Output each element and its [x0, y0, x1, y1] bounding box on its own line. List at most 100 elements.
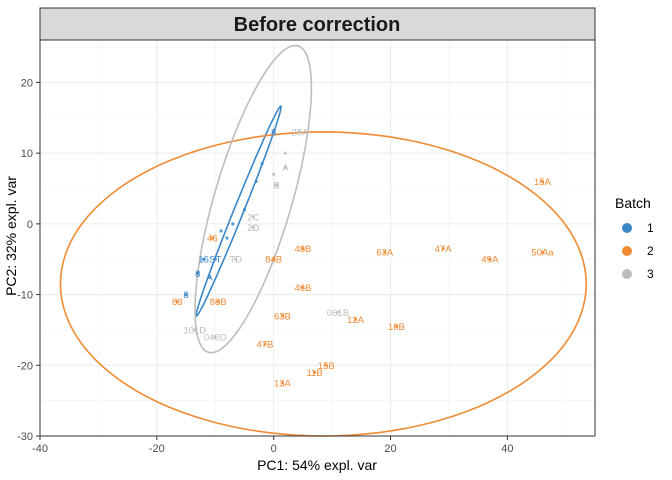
point-label: 11B	[306, 368, 322, 379]
ellipse-batch-3	[194, 44, 313, 354]
data-point-batch-2	[324, 363, 328, 367]
point-label: A	[282, 163, 289, 174]
data-point-batch-3	[283, 165, 287, 169]
x-tick-label: 0	[271, 443, 277, 455]
panel-border	[39, 39, 596, 437]
point-label: 49A	[481, 255, 499, 266]
data-point-batch-1	[219, 229, 223, 233]
data-point-batch-2	[383, 250, 387, 254]
point-label: 83	[172, 297, 183, 308]
data-point-batch-3	[336, 310, 340, 314]
data-point-batch-3	[251, 225, 255, 229]
data-point-batch-1	[207, 275, 212, 279]
data-point-batch-2	[301, 247, 305, 251]
x-tick-label: -20	[149, 443, 165, 455]
data-point-batch-2	[394, 324, 398, 328]
point-label: 8	[183, 290, 188, 301]
data-point-batch-1	[254, 179, 258, 184]
ellipse-batch-2	[59, 131, 588, 437]
point-label: 84B	[265, 255, 282, 266]
legend-label: 3	[647, 267, 654, 281]
point-label: 15B	[318, 361, 335, 372]
point-label: 25A	[292, 127, 310, 138]
data-point-batch-2	[540, 250, 545, 254]
data-point-batch-2	[441, 247, 445, 251]
point-label: 2C	[247, 212, 259, 223]
x-tick-label: 40	[501, 443, 513, 455]
plot-panel: 8 16 ST 8 A 8 15A 63A 47A 49A 50Aa 48B 46 84B 46B 63B 12…	[17, 39, 596, 455]
legend-label: 1	[647, 221, 654, 235]
data-point-batch-1	[242, 208, 247, 212]
data-point-batch-2	[312, 370, 317, 374]
data-point-batch-1	[225, 236, 229, 240]
strip-background	[39, 7, 596, 41]
y-tick-label: -20	[17, 360, 33, 372]
data-point-batch-1	[272, 130, 276, 134]
legend-label: 2	[647, 244, 654, 258]
point-label: 101D	[183, 325, 206, 336]
point-label: 8	[271, 127, 276, 138]
panel-background	[40, 40, 595, 436]
y-tick-label: -10	[17, 290, 33, 302]
legend-key-batch-3	[622, 269, 632, 279]
legend-items: 1 2 3	[622, 221, 654, 281]
data-point-batch-3	[283, 151, 287, 155]
point-label: 48B	[294, 244, 311, 255]
point-label: 47B	[256, 340, 273, 351]
point-label: 8	[195, 269, 200, 280]
data-point-batch-3	[272, 172, 276, 176]
data-point-batch-2	[301, 285, 305, 290]
data-point-batch-2	[540, 179, 545, 184]
y-tick-label: 0	[27, 219, 33, 231]
y-axis-title: PC2: 32% expl. var	[3, 176, 19, 296]
point-label: 16	[198, 255, 209, 266]
point-label: 63B	[274, 311, 291, 322]
legend-title: Batch	[615, 195, 651, 211]
x-tick-label: -40	[32, 443, 48, 455]
point-label: 50Aa	[531, 248, 554, 259]
point-label: 040D	[204, 333, 227, 344]
data-point-batch-3	[298, 130, 302, 134]
data-point-batch-2	[263, 342, 267, 346]
chart-title: Before correction	[234, 14, 401, 36]
data-point-batch-3	[193, 328, 197, 332]
data-point-batch-1	[213, 257, 217, 261]
data-point-batch-2	[210, 236, 214, 240]
point-label: 12A	[347, 315, 365, 326]
point-label: 2D	[247, 223, 259, 234]
x-tick-label: 20	[384, 443, 396, 455]
point-label: ST	[209, 255, 221, 266]
point-label: 47A	[435, 244, 453, 255]
data-point-batch-3	[234, 257, 238, 261]
legend: Batch 1 2 3	[615, 195, 654, 281]
point-label: 15A	[534, 177, 552, 188]
ellipse-batch-1	[195, 105, 282, 317]
data-point-batch-2	[353, 317, 358, 321]
point-label: 46	[207, 234, 218, 245]
data-point-batch-2	[488, 257, 492, 261]
point-label: 13A	[274, 378, 292, 389]
data-point-batch-3	[275, 183, 279, 187]
point-label: TD	[229, 255, 242, 266]
y-tick-label: -30	[17, 431, 33, 443]
data-point-batch-2	[280, 381, 285, 385]
y-tick-label: 10	[21, 148, 33, 160]
data-point-batch-3	[251, 215, 255, 219]
data-point-batch-1	[260, 162, 264, 166]
legend-key-batch-1	[622, 223, 632, 233]
data-point-batch-2	[272, 257, 276, 261]
point-label: 88B	[210, 297, 227, 308]
point-label: 10B	[388, 322, 405, 333]
data-point-batch-1	[184, 292, 188, 297]
data-point-batch-1	[231, 222, 235, 226]
point-label: 46B	[294, 283, 311, 294]
data-point-batch-1	[196, 271, 200, 275]
data-point-batch-2	[280, 314, 285, 318]
point-label: 63A	[376, 248, 394, 259]
legend-key-batch-2	[622, 246, 632, 256]
data-point-batch-2	[175, 300, 179, 304]
x-axis-title: PC1: 54% expl. var	[257, 457, 377, 473]
data-point-batch-2	[216, 300, 220, 304]
point-label: 061B	[327, 308, 349, 319]
